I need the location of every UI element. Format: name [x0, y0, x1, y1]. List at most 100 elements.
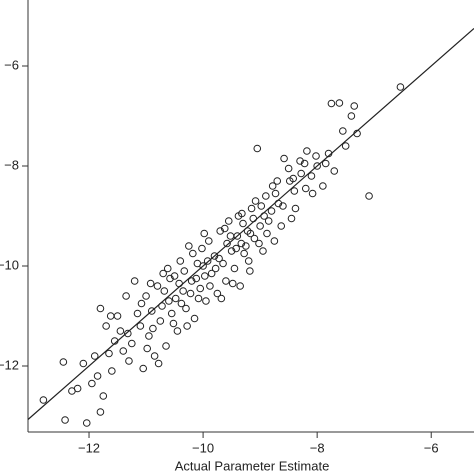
- point: [90, 352, 99, 360]
- point: [122, 292, 130, 300]
- point: [105, 349, 113, 358]
- point: [169, 319, 178, 328]
- point: [227, 247, 236, 255]
- point: [162, 342, 170, 350]
- point: [96, 304, 105, 313]
- point: [175, 279, 183, 288]
- point: [246, 267, 254, 275]
- point: [347, 112, 356, 120]
- y-tick-label: −6: [4, 57, 19, 72]
- point: [249, 214, 258, 223]
- point: [219, 259, 227, 268]
- point: [296, 157, 304, 165]
- point: [207, 269, 216, 278]
- point: [154, 359, 163, 368]
- point: [216, 227, 225, 235]
- point: [271, 189, 280, 198]
- point: [277, 222, 286, 230]
- point: [203, 257, 212, 265]
- point: [301, 184, 310, 193]
- point: [39, 396, 48, 404]
- point: [240, 249, 248, 258]
- point: [99, 392, 108, 400]
- point: [170, 272, 179, 280]
- point: [339, 127, 347, 135]
- point: [242, 242, 250, 250]
- point: [263, 229, 271, 238]
- point: [246, 229, 255, 238]
- point: [220, 224, 229, 233]
- point: [255, 239, 263, 248]
- point: [268, 182, 277, 190]
- point: [224, 217, 233, 225]
- point: [163, 264, 172, 273]
- point: [324, 149, 333, 158]
- x-tick-label: −10: [192, 440, 214, 455]
- point: [159, 269, 167, 278]
- point: [130, 277, 139, 285]
- x-tick-label: −8: [310, 440, 325, 455]
- point: [201, 272, 209, 280]
- point: [166, 274, 174, 283]
- point: [136, 322, 145, 330]
- point: [239, 219, 247, 228]
- point: [223, 239, 231, 248]
- point: [156, 317, 165, 325]
- y-tick-label: −10: [0, 257, 19, 272]
- point: [211, 264, 220, 273]
- point: [137, 299, 146, 308]
- point: [307, 172, 316, 180]
- point: [187, 277, 196, 285]
- point: [102, 322, 110, 330]
- point: [186, 289, 195, 298]
- point: [93, 372, 102, 380]
- point: [270, 237, 279, 245]
- point: [125, 357, 133, 365]
- point: [297, 169, 305, 178]
- point: [236, 282, 244, 290]
- point: [160, 287, 169, 295]
- point: [237, 239, 246, 248]
- point: [215, 254, 223, 263]
- point: [158, 302, 166, 310]
- point: [291, 204, 300, 213]
- x-tick-label: −6: [424, 440, 439, 455]
- point: [128, 339, 136, 348]
- point: [222, 277, 230, 285]
- point: [116, 327, 125, 335]
- point: [206, 282, 214, 290]
- point: [110, 337, 119, 345]
- point: [61, 416, 69, 424]
- point: [192, 274, 201, 283]
- point: [244, 257, 253, 265]
- point: [300, 159, 309, 168]
- point: [303, 147, 311, 155]
- point: [287, 214, 296, 223]
- point: [149, 324, 157, 333]
- point: [202, 297, 210, 305]
- point: [198, 244, 206, 253]
- point: [108, 367, 116, 375]
- y-tick-label: −12: [0, 357, 19, 372]
- point: [279, 202, 287, 210]
- point: [228, 279, 237, 288]
- point: [396, 83, 405, 91]
- point: [177, 299, 186, 308]
- point: [183, 322, 191, 330]
- point: [210, 252, 219, 260]
- point: [273, 177, 282, 185]
- point: [143, 344, 151, 353]
- point: [194, 294, 203, 303]
- point: [247, 204, 256, 213]
- point: [289, 174, 298, 183]
- point: [250, 234, 259, 243]
- point: [119, 347, 128, 355]
- point: [350, 102, 359, 110]
- point: [274, 199, 283, 208]
- point: [153, 282, 162, 290]
- point: [200, 229, 209, 238]
- point: [313, 162, 321, 170]
- point: [196, 284, 205, 293]
- y-tick-label: −8: [4, 157, 19, 172]
- identity-line: [27, 28, 474, 420]
